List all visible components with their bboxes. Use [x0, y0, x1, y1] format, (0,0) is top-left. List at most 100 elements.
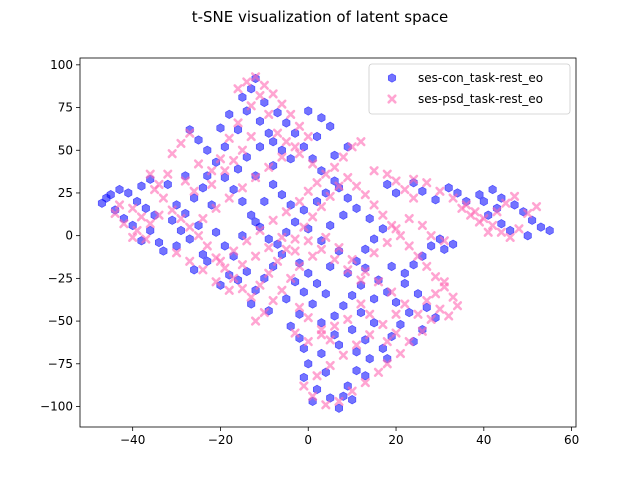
- data-point: [488, 184, 497, 195]
- data-point: [334, 243, 344, 253]
- data-point: [185, 234, 194, 244]
- data-point: [215, 154, 226, 164]
- data-point: [303, 236, 313, 246]
- data-point: [207, 166, 217, 176]
- data-point: [194, 135, 203, 145]
- x-tick-label: −20: [208, 433, 233, 447]
- data-point: [408, 193, 419, 203]
- legend-marker: [387, 94, 397, 104]
- data-point: [509, 191, 520, 201]
- legend-label: ses-con_task-rest_eo: [418, 71, 543, 85]
- data-point: [238, 92, 247, 102]
- data-point: [198, 249, 207, 260]
- data-point: [457, 203, 467, 213]
- data-point: [356, 137, 366, 147]
- data-point: [224, 285, 234, 295]
- data-point: [312, 278, 322, 289]
- data-point: [141, 234, 151, 244]
- y-tick-label: 100: [50, 58, 73, 72]
- data-point: [514, 224, 524, 234]
- data-point: [404, 241, 414, 251]
- data-point: [378, 343, 387, 354]
- y-tick-label: 25: [58, 186, 73, 200]
- data-point: [308, 299, 317, 309]
- data-point: [339, 210, 348, 220]
- data-point: [282, 294, 291, 304]
- data-point: [167, 149, 177, 159]
- data-point: [264, 234, 273, 244]
- data-point: [224, 193, 234, 203]
- data-point: [483, 227, 493, 237]
- data-point: [303, 313, 313, 323]
- data-point: [501, 198, 511, 208]
- data-point: [202, 241, 212, 251]
- data-point: [361, 371, 370, 381]
- data-point: [325, 335, 335, 345]
- data-point: [225, 109, 234, 120]
- data-point: [382, 237, 392, 248]
- data-point: [286, 321, 295, 331]
- data-point: [312, 384, 322, 395]
- data-point: [229, 155, 239, 166]
- data-point: [378, 224, 387, 234]
- data-point: [299, 372, 308, 383]
- data-point: [185, 256, 195, 266]
- data-point: [268, 215, 278, 225]
- y-tick-label: −75: [48, 357, 73, 371]
- data-point: [343, 172, 353, 183]
- data-point: [264, 128, 273, 138]
- data-point: [334, 340, 344, 350]
- data-point: [193, 159, 204, 169]
- data-point: [506, 225, 515, 236]
- y-tick-label: 0: [65, 229, 73, 243]
- data-point: [269, 137, 278, 147]
- data-point: [343, 193, 352, 203]
- data-point: [356, 299, 366, 309]
- data-point: [233, 125, 243, 135]
- data-point: [391, 224, 401, 234]
- data-point: [128, 203, 138, 213]
- data-point: [338, 350, 348, 360]
- data-point: [378, 319, 388, 330]
- data-point: [329, 162, 340, 172]
- data-point: [264, 109, 274, 119]
- data-point: [391, 328, 401, 338]
- data-point: [395, 231, 406, 241]
- data-point: [347, 254, 357, 265]
- data-point: [114, 200, 125, 210]
- data-point: [440, 244, 449, 254]
- data-point: [304, 268, 313, 278]
- legend-label: ses-psd_task-rest_eo: [418, 92, 543, 106]
- data-point: [303, 336, 313, 347]
- data-point: [308, 391, 318, 401]
- legend-marker: [387, 73, 397, 83]
- data-point: [176, 225, 185, 236]
- data-point: [216, 123, 225, 133]
- data-point: [391, 176, 401, 186]
- data-point: [365, 213, 374, 224]
- data-point: [282, 118, 291, 128]
- data-point: [198, 213, 208, 224]
- x-axis: −40 −20 0 20 40 60: [120, 427, 579, 447]
- data-point: [294, 196, 305, 207]
- data-point: [171, 248, 182, 258]
- data-point: [176, 213, 186, 224]
- data-point: [237, 284, 248, 294]
- data-point: [373, 367, 384, 377]
- data-point: [449, 239, 458, 249]
- data-point: [417, 326, 427, 336]
- data-point: [167, 205, 177, 215]
- data-point: [430, 272, 441, 282]
- data-point: [444, 183, 453, 193]
- data-point: [510, 200, 519, 210]
- data-point: [400, 184, 410, 195]
- data-point: [303, 131, 313, 142]
- data-point: [224, 133, 234, 143]
- data-point: [312, 371, 322, 381]
- data-point: [207, 179, 217, 190]
- data-point: [439, 277, 449, 287]
- data-point: [203, 256, 212, 266]
- data-point: [304, 106, 313, 116]
- data-point: [387, 287, 397, 297]
- data-point: [281, 207, 291, 217]
